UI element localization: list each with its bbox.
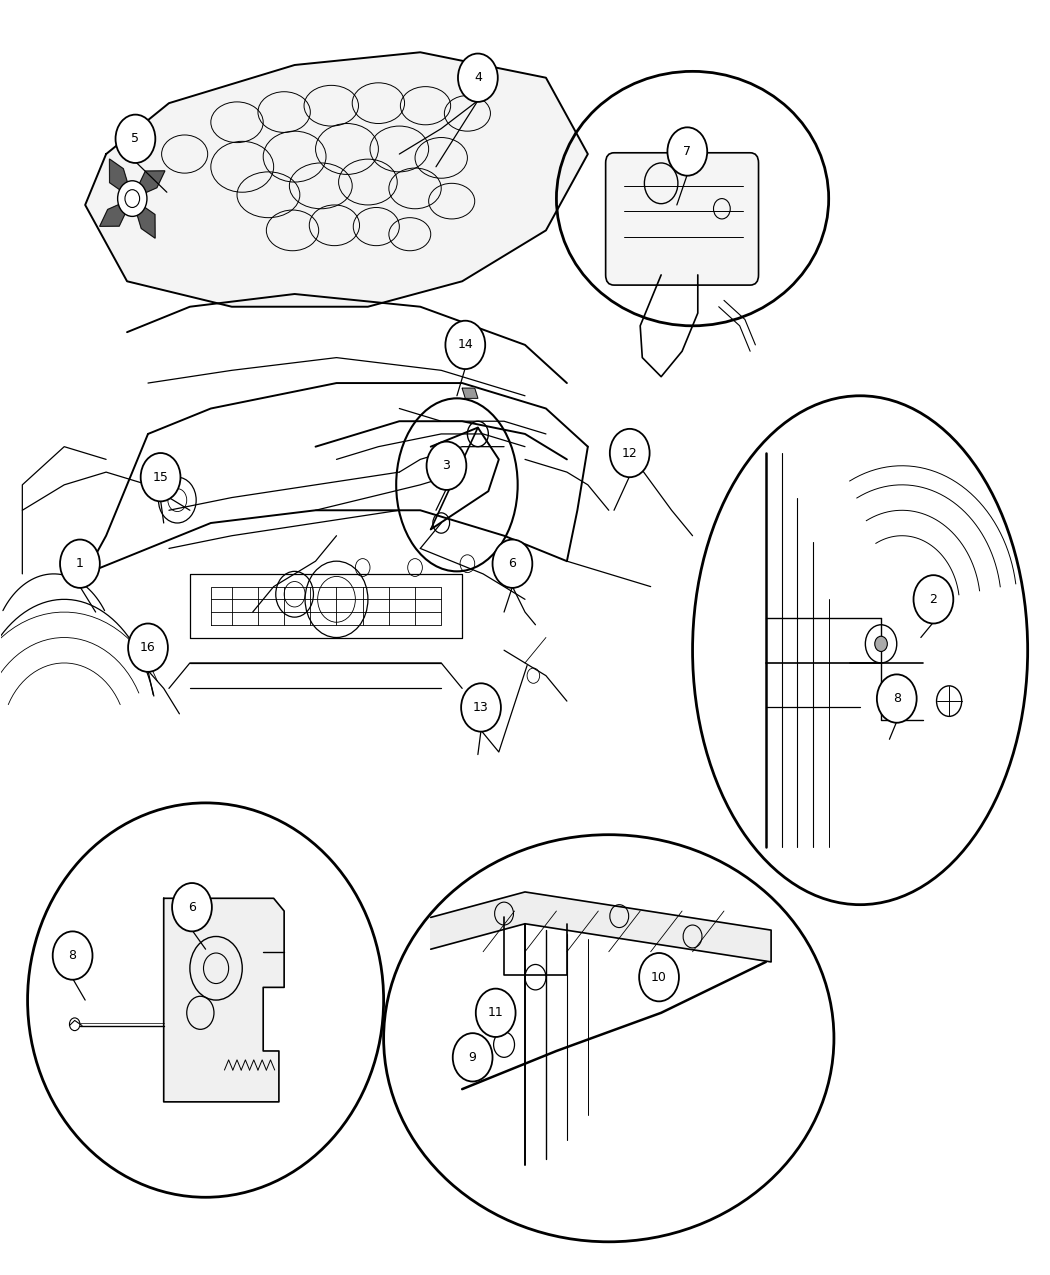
Polygon shape	[462, 388, 478, 398]
Text: 5: 5	[131, 133, 140, 145]
Polygon shape	[132, 199, 155, 238]
Text: 16: 16	[140, 641, 155, 654]
Text: 6: 6	[188, 900, 196, 914]
Text: 14: 14	[458, 338, 474, 352]
Circle shape	[445, 321, 485, 368]
Circle shape	[116, 115, 155, 163]
Circle shape	[461, 683, 501, 732]
Circle shape	[453, 1033, 492, 1081]
Polygon shape	[430, 892, 771, 961]
Circle shape	[875, 636, 887, 652]
Circle shape	[914, 575, 953, 623]
Text: 9: 9	[468, 1051, 477, 1063]
Polygon shape	[164, 899, 285, 1102]
Circle shape	[52, 931, 92, 979]
Polygon shape	[100, 199, 132, 227]
Circle shape	[476, 988, 516, 1037]
Text: 3: 3	[442, 459, 450, 472]
Text: 13: 13	[474, 701, 489, 714]
Circle shape	[172, 884, 212, 931]
Circle shape	[610, 428, 650, 477]
Text: 10: 10	[651, 970, 667, 984]
Text: 7: 7	[684, 145, 691, 158]
Circle shape	[60, 539, 100, 588]
Polygon shape	[132, 171, 165, 199]
Circle shape	[128, 623, 168, 672]
Circle shape	[118, 181, 147, 217]
Circle shape	[141, 453, 181, 501]
Text: 2: 2	[929, 593, 938, 606]
Circle shape	[668, 128, 708, 176]
Circle shape	[492, 539, 532, 588]
Circle shape	[639, 952, 679, 1001]
Polygon shape	[109, 159, 132, 199]
Circle shape	[458, 54, 498, 102]
Text: 12: 12	[622, 446, 637, 459]
Text: 1: 1	[76, 557, 84, 570]
Text: 11: 11	[488, 1006, 504, 1019]
Text: 8: 8	[892, 692, 901, 705]
Circle shape	[877, 674, 917, 723]
Polygon shape	[85, 52, 588, 307]
Text: 8: 8	[68, 949, 77, 963]
Circle shape	[426, 441, 466, 490]
FancyBboxPatch shape	[606, 153, 758, 286]
Text: 4: 4	[474, 71, 482, 84]
Text: 6: 6	[508, 557, 517, 570]
Text: 15: 15	[152, 470, 168, 483]
